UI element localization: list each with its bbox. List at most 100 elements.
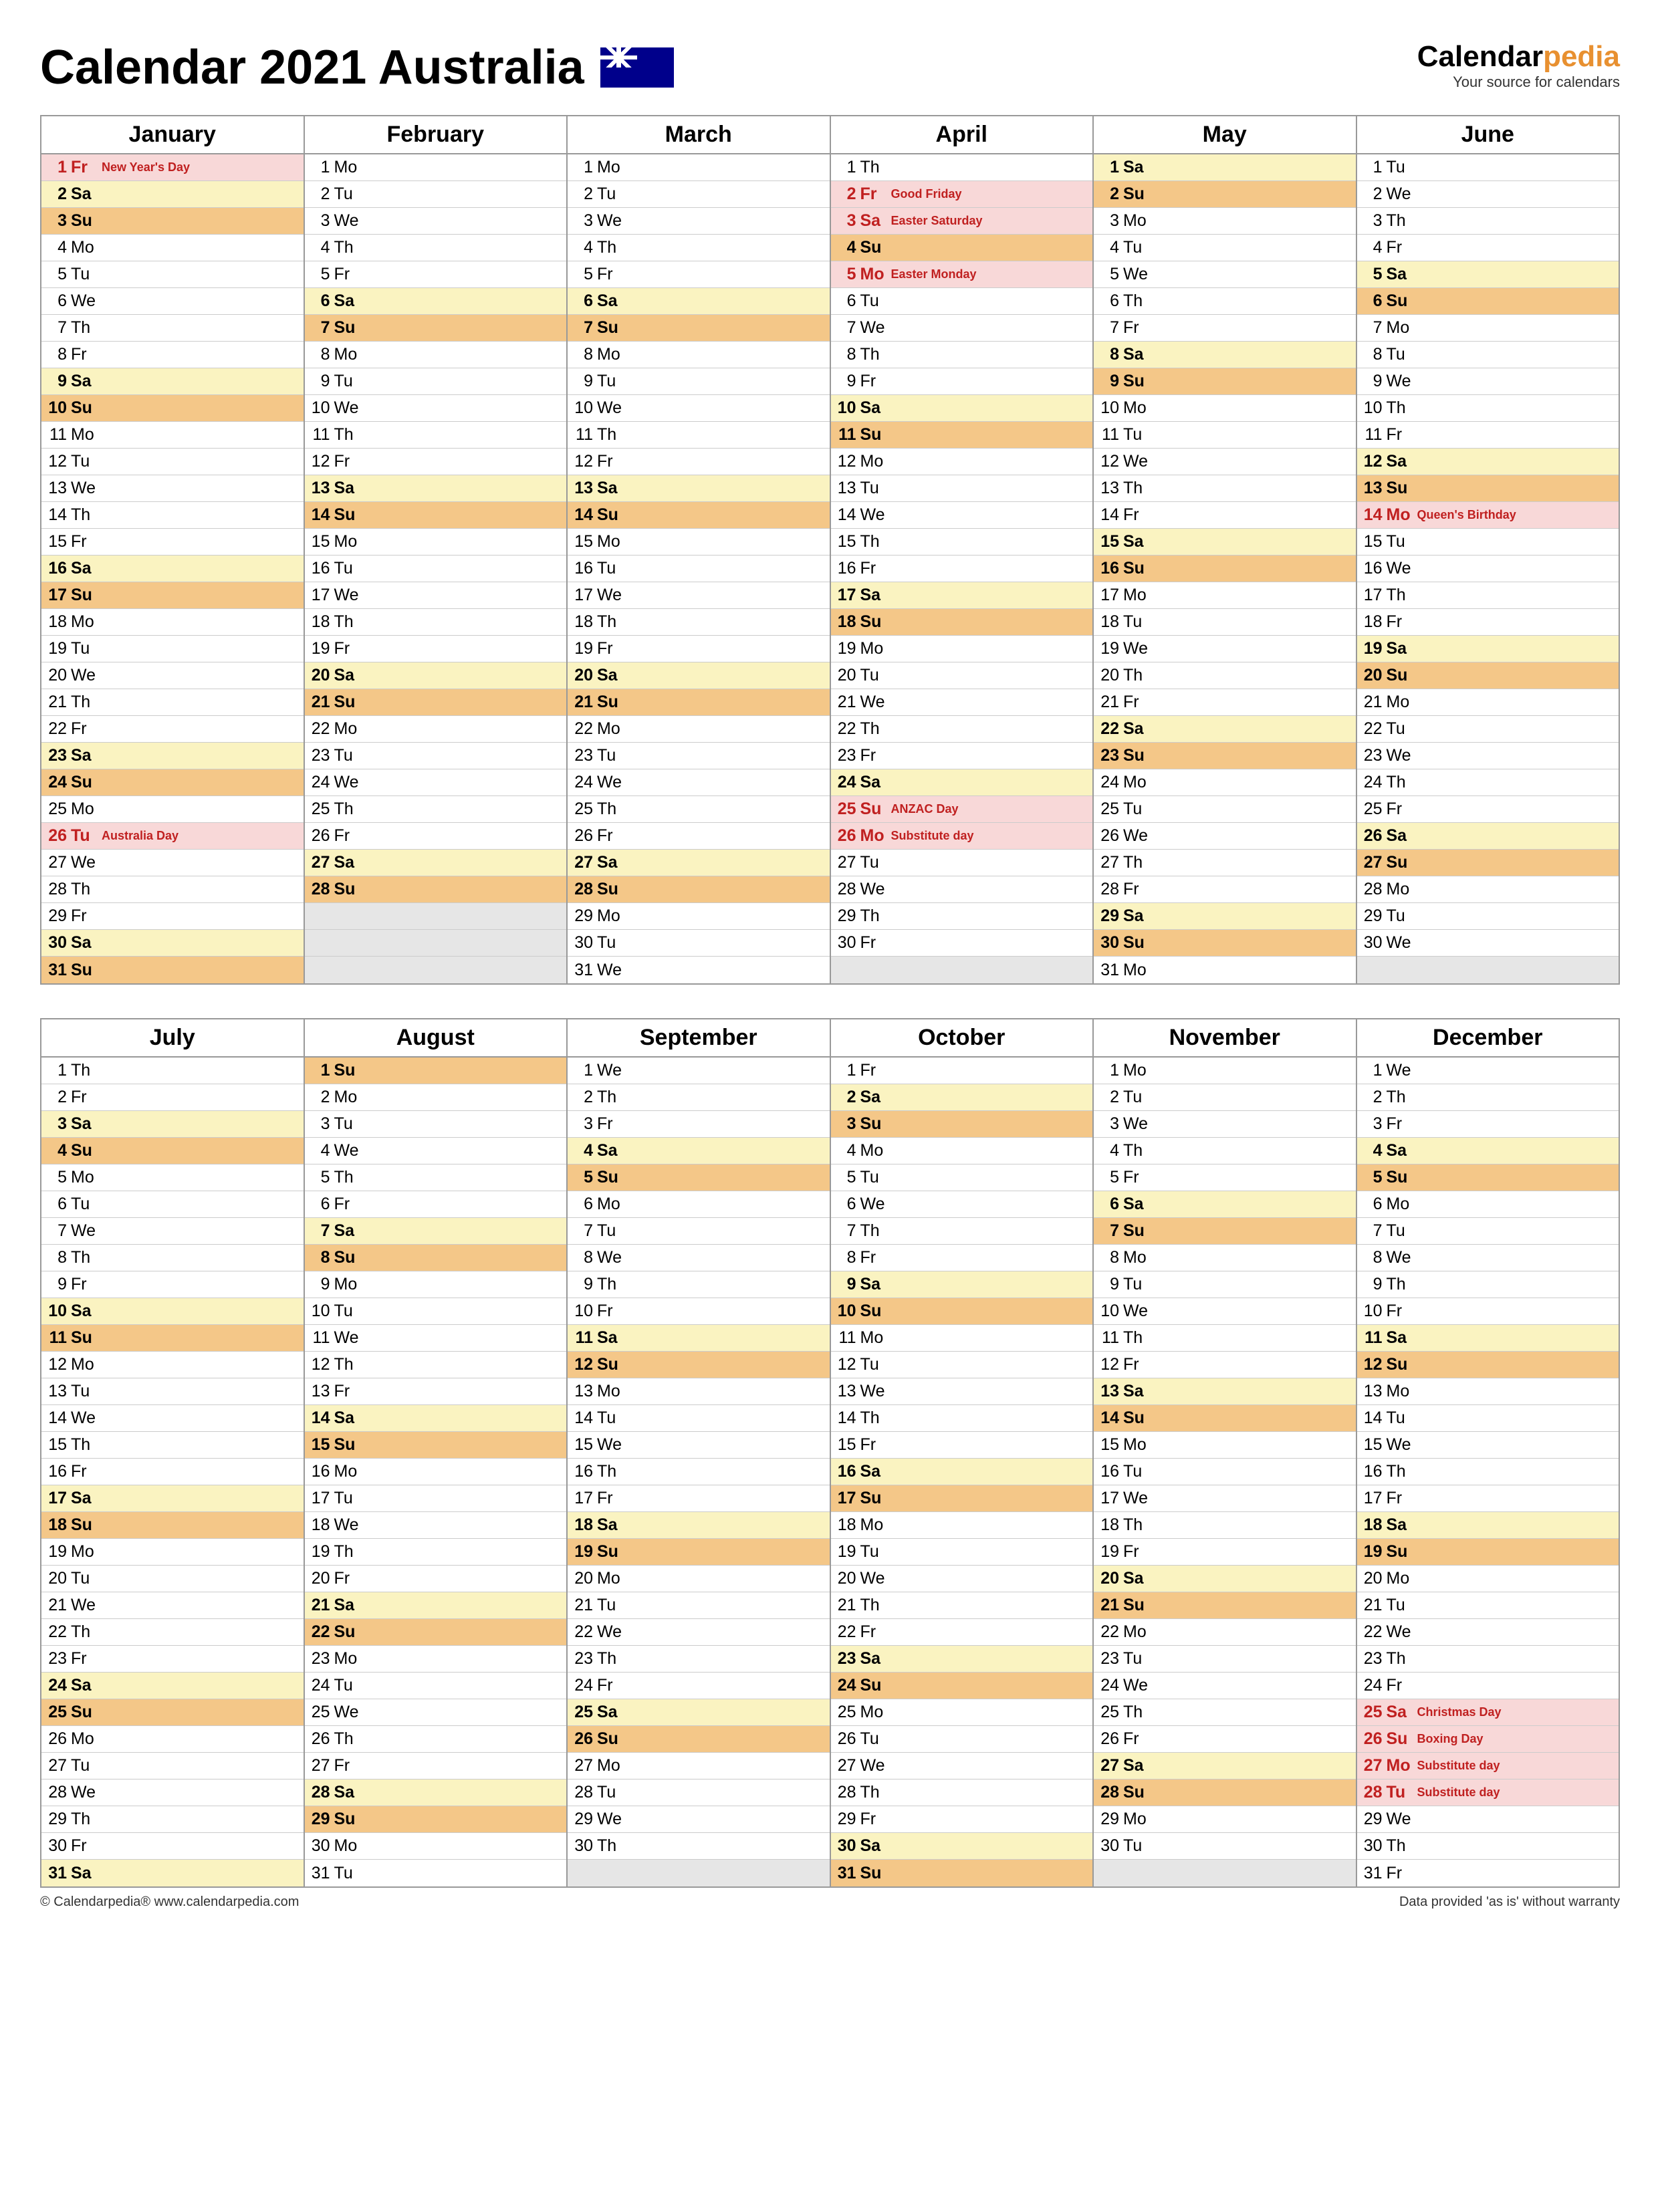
day-cell: 17Sa: [41, 1485, 304, 1512]
day-of-week: Fr: [860, 1061, 890, 1080]
day-of-week: Sa: [597, 1703, 626, 1722]
day-of-week: Tu: [1387, 1221, 1416, 1241]
day-number: 11: [44, 425, 71, 445]
day-number: 8: [834, 1248, 860, 1267]
day-of-week: Sa: [1123, 532, 1153, 551]
day-of-week: Su: [334, 1248, 364, 1267]
day-number: 18: [1096, 612, 1123, 632]
day-cell: 8Mo: [305, 342, 567, 368]
day-of-week: Fr: [597, 1114, 626, 1134]
day-of-week: Mo: [860, 1141, 890, 1160]
day-of-week: Th: [597, 800, 626, 819]
day-number: 13: [44, 1382, 71, 1401]
day-cell: 28Su: [305, 876, 567, 903]
day-cell: 4Sa: [1357, 1138, 1619, 1164]
day-of-week: Sa: [334, 853, 364, 872]
day-cell: 3We: [305, 208, 567, 235]
day-cell: 25Fr: [1357, 796, 1619, 823]
day-cell: 28Mo: [1357, 876, 1619, 903]
day-of-week: We: [860, 693, 890, 712]
day-number: 21: [834, 693, 860, 712]
day-number: 20: [834, 1569, 860, 1588]
day-cell: 12Tu: [41, 449, 304, 475]
brand-name: Calendarpedia: [1417, 40, 1620, 74]
day-number: 5: [44, 1168, 71, 1187]
day-number: 30: [308, 1836, 334, 1856]
day-number: 17: [44, 586, 71, 605]
day-of-week: We: [860, 1195, 890, 1214]
day-of-week: Tu: [597, 933, 626, 953]
day-cell: 11We: [305, 1325, 567, 1352]
day-cell: 15Fr: [831, 1432, 1093, 1459]
day-number: 6: [570, 1195, 597, 1214]
day-cell: 24Fr: [568, 1673, 830, 1699]
day-of-week: Su: [71, 586, 100, 605]
day-cell: 6Mo: [568, 1191, 830, 1218]
day-cell: 21Su: [1094, 1592, 1356, 1619]
day-of-week: Fr: [597, 639, 626, 658]
day-of-week: Mo: [334, 158, 364, 177]
day-number: 26: [834, 1729, 860, 1749]
day-of-week: Mo: [1387, 1569, 1416, 1588]
day-number: 25: [1360, 1703, 1387, 1722]
day-number: 20: [834, 666, 860, 685]
day-number: 18: [1360, 1515, 1387, 1535]
day-number: 11: [1360, 1328, 1387, 1348]
day-of-week: Fr: [860, 372, 890, 391]
holiday-label: Christmas Day: [1416, 1705, 1502, 1719]
day-number: 17: [308, 586, 334, 605]
day-cell: 28Tu: [568, 1779, 830, 1806]
day-number: 30: [1360, 1836, 1387, 1856]
day-number: 6: [570, 291, 597, 311]
day-number: 4: [570, 1141, 597, 1160]
day-cell: 11Th: [568, 422, 830, 449]
day-number: 5: [1096, 265, 1123, 284]
day-cell: 19Fr: [1094, 1539, 1356, 1566]
day-cell: 10We: [1094, 1298, 1356, 1325]
day-cell: [305, 957, 567, 983]
day-of-week: Su: [1123, 559, 1153, 578]
day-number: 19: [570, 1542, 597, 1562]
day-of-week: Fr: [71, 532, 100, 551]
day-number: 5: [308, 265, 334, 284]
day-cell: 24Mo: [1094, 769, 1356, 796]
day-of-week: Sa: [1387, 1515, 1416, 1535]
day-of-week: Th: [1123, 479, 1153, 498]
day-cell: 25Th: [1094, 1699, 1356, 1726]
day-number: 21: [570, 1596, 597, 1615]
month-column: December1We2Th3Fr4Sa5Su6Mo7Tu8We9Th10Fr1…: [1357, 1019, 1619, 1886]
day-cell: 2Tu: [568, 181, 830, 208]
day-cell: 16Tu: [1094, 1459, 1356, 1485]
day-cell: 9Tu: [305, 368, 567, 395]
day-of-week: Sa: [597, 1515, 626, 1535]
day-cell: 28Sa: [305, 1779, 567, 1806]
day-number: 9: [308, 372, 334, 391]
day-number: 9: [44, 1275, 71, 1294]
day-number: 3: [44, 211, 71, 231]
day-number: 16: [308, 559, 334, 578]
day-number: 18: [834, 612, 860, 632]
day-cell: 20Sa: [568, 662, 830, 689]
day-cell: 12Su: [568, 1352, 830, 1378]
day-cell: 26Tu: [831, 1726, 1093, 1753]
day-number: 29: [308, 1810, 334, 1829]
day-cell: 21Su: [305, 689, 567, 716]
day-number: 15: [1096, 532, 1123, 551]
day-cell: 6Sa: [568, 288, 830, 315]
day-cell: 25Th: [568, 796, 830, 823]
day-of-week: Fr: [71, 1275, 100, 1294]
day-of-week: We: [1123, 826, 1153, 846]
day-number: 24: [834, 1676, 860, 1695]
day-of-week: Th: [71, 505, 100, 525]
day-of-week: Th: [1387, 1088, 1416, 1107]
day-number: 7: [44, 1221, 71, 1241]
day-cell: 12Th: [305, 1352, 567, 1378]
day-number: 11: [1096, 1328, 1123, 1348]
day-cell: 18Th: [568, 609, 830, 636]
day-number: 29: [1096, 906, 1123, 926]
day-number: 27: [1360, 1756, 1387, 1775]
day-cell: 1Sa: [1094, 154, 1356, 181]
day-cell: 16Su: [1094, 556, 1356, 582]
day-of-week: Tu: [71, 1382, 100, 1401]
day-number: 26: [1360, 1729, 1387, 1749]
